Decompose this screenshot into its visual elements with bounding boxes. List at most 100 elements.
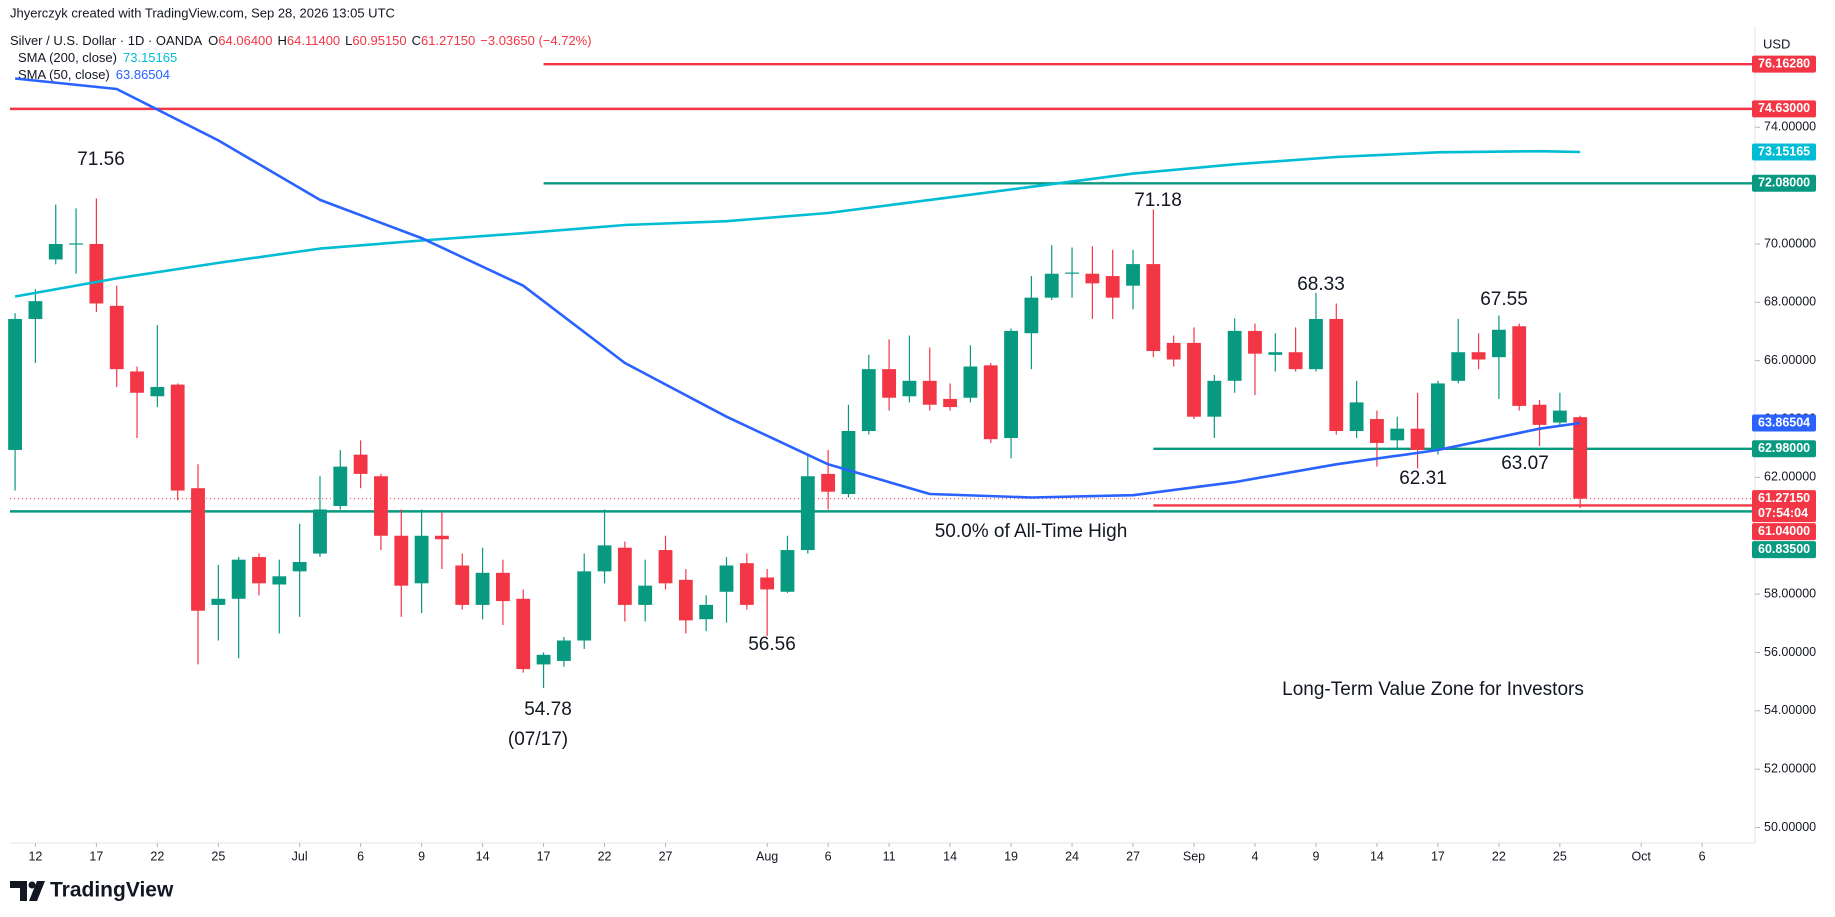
sma-legend: SMA (200, close) 73.15165 — [18, 50, 177, 65]
sma-legend: SMA (50, close) 63.86504 — [18, 67, 170, 82]
x-tick-label: 27 — [1126, 849, 1140, 863]
level-price-box — [1752, 174, 1816, 192]
candle-body — [821, 473, 836, 492]
price-box-label: 76.16280 — [1758, 56, 1810, 70]
x-tick-label: Jul — [292, 849, 308, 863]
candle-body — [861, 369, 876, 431]
candle-body — [313, 509, 327, 554]
ohlc-value: 64.06400 — [218, 33, 272, 48]
sma-price-box — [1752, 414, 1816, 432]
y-tick-label: 74.00000 — [1764, 120, 1816, 134]
candle-body — [1248, 330, 1262, 354]
x-tick-label: 6 — [825, 849, 832, 863]
candle-body — [678, 579, 693, 621]
candle-body — [109, 305, 124, 370]
candle-body — [556, 640, 571, 661]
candle-body — [272, 576, 287, 585]
candle-body — [1512, 326, 1527, 406]
level-price-box — [1752, 523, 1816, 541]
candle-body — [1187, 342, 1201, 417]
x-tick-label: 14 — [943, 849, 957, 863]
annotation: 50.0% of All-Time High — [935, 521, 1128, 542]
x-tick-label: 17 — [1431, 849, 1445, 863]
brand: TradingView — [50, 879, 174, 902]
ohlc-key: H — [278, 33, 287, 48]
change: −3.03650 (−4.72%) — [480, 33, 591, 48]
ohlc-value: 60.95150 — [352, 33, 406, 48]
candle-body — [89, 243, 104, 304]
y-tick-label: 66.00000 — [1764, 353, 1816, 367]
candle-body — [1532, 404, 1547, 425]
candle-body — [1349, 402, 1364, 431]
candle-body — [841, 430, 856, 495]
x-tick-label: 6 — [1699, 849, 1706, 863]
candle-body — [28, 301, 43, 319]
annotation: 54.78 — [524, 699, 572, 720]
candle-body — [292, 562, 307, 572]
x-tick-label: Sep — [1183, 849, 1205, 863]
candle-body — [719, 565, 734, 592]
price-box-label: 74.63000 — [1758, 101, 1810, 115]
candle-body — [130, 371, 144, 393]
candle-body — [1268, 352, 1283, 355]
annotation: 67.55 — [1480, 289, 1528, 310]
y-tick-label: 50.00000 — [1764, 820, 1816, 834]
x-tick-label: 25 — [211, 849, 225, 863]
candle-body — [1390, 428, 1405, 441]
ohlc-value: 64.11400 — [287, 33, 340, 48]
x-tick-label: 22 — [1492, 849, 1506, 863]
candle-body — [252, 557, 266, 584]
x-tick-label: 14 — [1370, 849, 1384, 863]
x-tick-label: 4 — [1252, 849, 1259, 863]
annotation: 68.33 — [1297, 274, 1345, 295]
price-box-label: 61.27150 — [1758, 491, 1810, 505]
annotation: 62.31 — [1399, 468, 1447, 489]
candle-body — [658, 550, 673, 584]
candle-body — [1105, 276, 1120, 298]
price-box-label: 07:54:04 — [1758, 506, 1808, 520]
candle-body — [1288, 352, 1303, 370]
candle-body — [1431, 383, 1445, 450]
annotation: Long-Term Value Zone for Investors — [1282, 679, 1584, 700]
plot-area — [8, 62, 1755, 689]
sma-line — [14, 77, 1581, 499]
candle-body — [170, 384, 185, 491]
candle-body — [231, 559, 246, 599]
candle-body — [1410, 428, 1425, 450]
level-price-box — [1752, 55, 1816, 73]
brand-logo — [10, 881, 45, 901]
candle-body — [617, 547, 632, 605]
ohlc-key: C — [412, 33, 421, 48]
last-price-box — [1752, 490, 1816, 523]
candle-body — [1065, 272, 1079, 274]
candle-body — [394, 535, 409, 586]
candle-body — [739, 563, 754, 605]
y-tick-label: 62.00000 — [1764, 470, 1816, 484]
x-tick-label: 9 — [418, 849, 425, 863]
x-tick-label: 14 — [476, 849, 490, 863]
candle-body — [1491, 329, 1506, 358]
candle-body — [536, 654, 551, 665]
x-tick-label: 24 — [1065, 849, 1079, 863]
candle-body — [922, 380, 937, 405]
sma-value: 63.86504 — [116, 67, 170, 82]
price-box-label: 72.08000 — [1758, 176, 1810, 190]
candle-body — [191, 488, 205, 611]
x-tick-label: 11 — [883, 849, 896, 863]
symbol-legend: Silver / U.S. Dollar · 1D · OANDA O64.064… — [10, 33, 592, 48]
annotation: 56.56 — [748, 634, 796, 655]
candle-body — [1085, 273, 1100, 284]
candle-body — [1004, 330, 1018, 439]
x-tick-label: Oct — [1631, 849, 1651, 863]
ohlc-key: O — [208, 33, 218, 48]
candle-body — [943, 398, 957, 408]
candle-body — [48, 243, 63, 260]
candle-body — [597, 545, 612, 572]
y-tick-label: 68.00000 — [1764, 295, 1816, 309]
candle-body — [638, 585, 653, 605]
annotation: (07/17) — [508, 729, 568, 750]
sma-price-box — [1752, 143, 1816, 161]
candle-body — [902, 380, 917, 397]
candle-body — [1146, 264, 1161, 352]
